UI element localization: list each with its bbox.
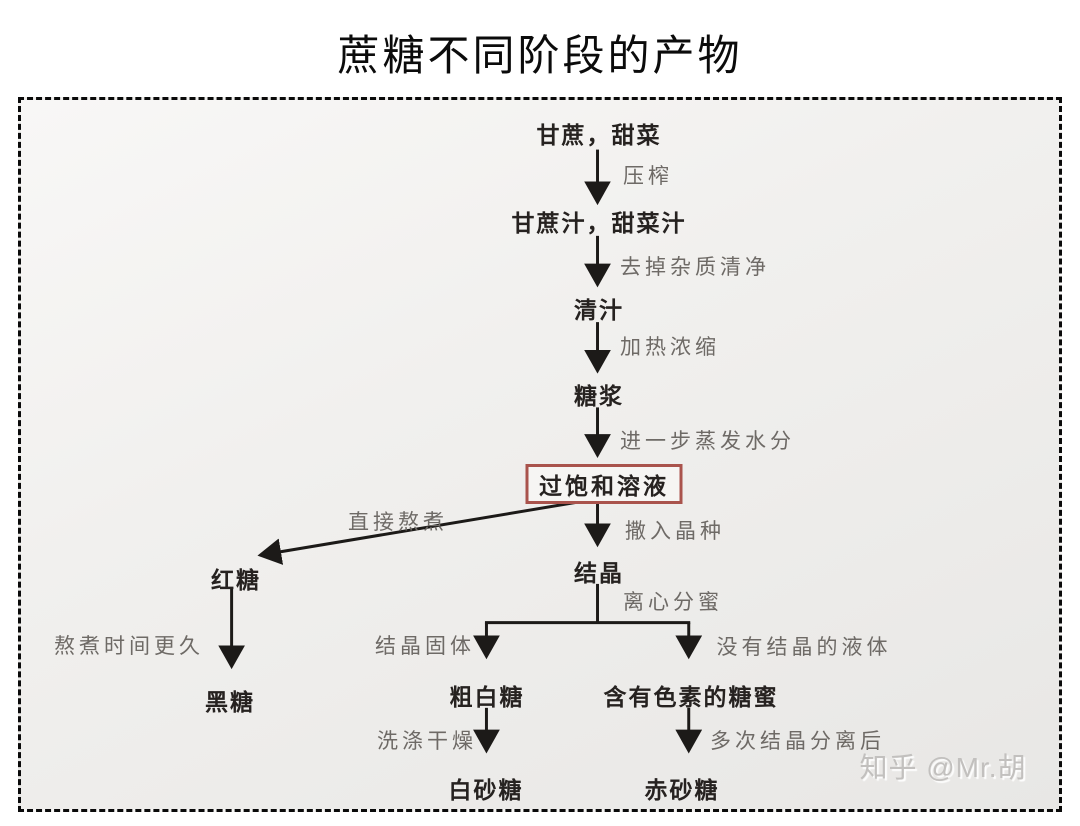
edge-label-multi-crystal-separation: 多次结晶分离后 [710, 730, 885, 753]
edge-label-direct-boiling: 直接熬煮 [348, 511, 448, 534]
node-crystallization: 结晶 [574, 560, 624, 586]
node-pigmented-molasses: 含有色素的糖蜜 [603, 684, 779, 710]
edge-label-uncrystallized-liquid: 没有结晶的液体 [716, 636, 892, 659]
edge-label-evaporate: 进一步蒸发水分 [620, 430, 795, 453]
node-syrup: 糖浆 [574, 383, 624, 409]
diagram-title: 蔗糖不同阶段的产物 [337, 32, 743, 79]
edge-label-purify: 去掉杂质清净 [620, 256, 770, 279]
arrow-diagonal-direct-boiling [257, 498, 593, 565]
edge-label-seed-crystals: 撒入晶种 [625, 520, 725, 543]
node-juice: 甘蔗汁，甜菜汁 [511, 210, 687, 236]
node-supersaturated-highlight: 过饱和溶液 [525, 464, 683, 504]
node-clear-juice: 清汁 [574, 297, 624, 323]
node-source: 甘蔗，甜菜 [536, 122, 662, 148]
edge-label-pressing: 压榨 [623, 165, 673, 188]
edge-label-wash-dry: 洗涤干燥 [377, 730, 477, 753]
node-crude-white-sugar: 粗白糖 [449, 684, 525, 710]
edge-label-crystal-solid: 结晶固体 [375, 635, 475, 658]
watermark: 知乎 @Mr.胡 [859, 752, 1027, 783]
flowchart-canvas: 甘蔗，甜菜 甘蔗汁，甜菜汁 清汁 糖浆 过饱和溶液 结晶 红糖 黑糖 粗白糖 含… [18, 97, 1062, 812]
edge-label-heat-concentrate: 加热浓缩 [620, 336, 720, 359]
edge-label-centrifuge: 离心分蜜 [623, 591, 723, 614]
node-red-granulated-sugar: 赤砂糖 [644, 777, 720, 803]
node-dark-sugar: 黑糖 [205, 689, 255, 715]
node-white-granulated-sugar: 白砂糖 [448, 777, 524, 803]
edge-label-longer-boiling: 熬煮时间更久 [54, 635, 204, 658]
node-brown-sugar: 红糖 [211, 567, 261, 593]
flow-arrows [218, 149, 703, 754]
